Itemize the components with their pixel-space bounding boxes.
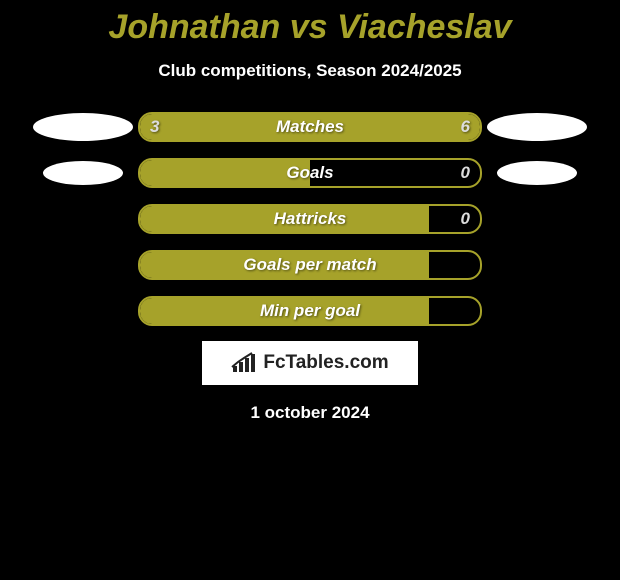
stat-bar-min-per-goal: Min per goal <box>138 296 482 326</box>
stat-row: Goals per match <box>10 249 610 281</box>
page-title: Johnathan vs Viacheslav <box>0 0 620 47</box>
stat-row: 3 Matches 6 <box>10 111 610 143</box>
ellipse-icon <box>487 113 587 141</box>
subtitle: Club competitions, Season 2024/2025 <box>0 61 620 81</box>
player-right-badge <box>482 113 592 141</box>
ellipse-icon <box>43 161 123 185</box>
stat-label: Goals <box>140 160 480 186</box>
player-left-badge <box>28 161 138 185</box>
stat-bar-goals-per-match: Goals per match <box>138 250 482 280</box>
stat-bar-hattricks: Hattricks 0 <box>138 204 482 234</box>
stat-value-right: 0 <box>461 206 470 232</box>
stat-label: Min per goal <box>140 298 480 324</box>
chart-icon <box>231 352 257 374</box>
stat-bar-goals: Goals 0 <box>138 158 482 188</box>
player-right-badge <box>482 161 592 185</box>
ellipse-icon <box>33 113 133 141</box>
stat-value-right: 6 <box>461 114 470 140</box>
stat-row: Hattricks 0 <box>10 203 610 235</box>
source-logo: FcTables.com <box>202 341 418 385</box>
stat-label: Goals per match <box>140 252 480 278</box>
ellipse-icon <box>497 161 577 185</box>
stat-row: Goals 0 <box>10 157 610 189</box>
stat-row: Min per goal <box>10 295 610 327</box>
stat-bar-matches: 3 Matches 6 <box>138 112 482 142</box>
logo-text: FcTables.com <box>263 352 388 374</box>
stat-label: Hattricks <box>140 206 480 232</box>
player-left-badge <box>28 113 138 141</box>
date-text: 1 october 2024 <box>0 403 620 423</box>
stat-label: Matches <box>140 114 480 140</box>
comparison-chart: 3 Matches 6 Goals 0 Hattricks 0 <box>0 111 620 327</box>
stat-value-right: 0 <box>461 160 470 186</box>
